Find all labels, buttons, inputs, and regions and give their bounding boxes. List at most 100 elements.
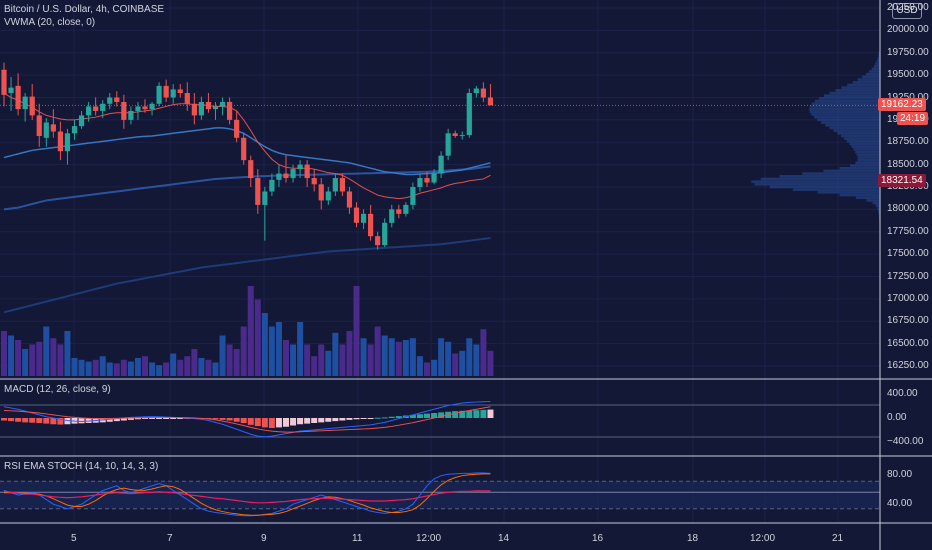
macd-signal-line: [3, 406, 491, 433]
macd-histogram-bar: [409, 414, 416, 418]
macd-histogram-bar: [212, 418, 219, 420]
candle-body: [248, 160, 254, 179]
volume-profile-bar: [825, 123, 880, 127]
volume-bar: [247, 286, 254, 376]
volume-bar: [15, 340, 22, 376]
rsi-pane[interactable]: [0, 472, 880, 517]
volume-bar: [36, 341, 43, 376]
candle-body: [205, 101, 212, 110]
vwma-title: VWMA (20, close, 0): [4, 17, 96, 28]
volume-profile-bar: [849, 142, 880, 146]
macd-title: MACD (12, 26, close, 9): [4, 384, 111, 395]
candlesticks[interactable]: [1, 62, 494, 250]
volume-bar: [346, 331, 353, 376]
candle-body: [466, 93, 472, 136]
macd-histogram-bar: [78, 418, 85, 424]
candle-body: [375, 236, 381, 246]
candle-body: [438, 155, 444, 174]
macd-histogram-bar: [22, 418, 29, 423]
candle-body: [389, 209, 395, 223]
volume-bar: [424, 362, 430, 376]
macd-pane[interactable]: [0, 400, 880, 438]
macd-axis-label: −400.00: [887, 436, 924, 447]
volume-profile-bar: [818, 97, 880, 100]
volume-bar: [78, 359, 85, 376]
volume-profile-bar: [878, 54, 880, 57]
volume-profile-bar: [839, 166, 880, 170]
macd-histogram-bar: [43, 418, 50, 424]
candle-body: [311, 178, 317, 185]
candle-body: [1, 69, 7, 95]
candle-body: [234, 119, 240, 138]
volume-profile-bar: [839, 193, 880, 197]
volume-bar: [367, 344, 374, 376]
volume-bar: [64, 331, 71, 376]
candle-body: [219, 101, 226, 107]
volume-profile-bar: [823, 169, 880, 173]
time-axis-label: 16: [592, 533, 604, 544]
ma-light-line: [3, 127, 491, 176]
volume-bar: [113, 363, 120, 376]
volume-profile-bar: [833, 129, 880, 132]
volume-bar: [106, 362, 113, 376]
price-axis-label: 16250.00: [887, 360, 929, 371]
volume-bar: [452, 353, 459, 376]
volume-bar: [212, 362, 219, 376]
candle-body: [325, 191, 331, 201]
macd-histogram-bar: [388, 416, 395, 418]
macd-histogram-bar: [36, 418, 43, 423]
volume-profile-bar: [814, 99, 880, 103]
macd-histogram-bar: [163, 418, 170, 419]
volume-profile-bar: [760, 177, 880, 181]
candle-body: [445, 133, 451, 156]
ma-long-line: [3, 237, 491, 314]
macd-histogram-bar: [304, 418, 311, 424]
volume-profile-bar: [862, 75, 880, 79]
volume-profile-bar: [809, 107, 880, 111]
volume-profile-bar: [852, 80, 880, 84]
volume-profile-bar: [847, 83, 880, 87]
candle-body: [107, 97, 113, 104]
macd-histogram-bar: [466, 410, 473, 418]
volume-profile-bar: [809, 110, 880, 114]
volume-bar: [438, 338, 445, 376]
candle-body: [353, 207, 360, 223]
candle-body: [184, 93, 190, 104]
volume-profile-bar: [876, 59, 880, 63]
volume-bar: [198, 358, 205, 376]
price-axis-label: 16750.00: [887, 315, 929, 327]
volume-bar: [254, 299, 261, 376]
candle-body: [241, 137, 247, 161]
volume-profile-bar: [823, 94, 880, 98]
macd-histogram-bar: [247, 418, 254, 425]
volume-bar: [127, 361, 134, 376]
candle-body: [452, 133, 458, 136]
macd-histogram-bar: [431, 413, 438, 418]
candle-body: [114, 97, 120, 102]
candle-body: [71, 126, 78, 134]
volume-profile-bar: [857, 156, 880, 159]
volume-bar: [388, 338, 395, 376]
macd-histogram-bar: [487, 409, 494, 418]
candle-body: [283, 173, 289, 179]
currency-button[interactable]: USD: [892, 3, 922, 19]
candle-body: [339, 178, 345, 192]
time-axis-label: 14: [498, 533, 510, 544]
time-axis-label: 18: [687, 533, 699, 544]
volume-profile-bar: [754, 183, 880, 186]
macd-histogram-bar: [142, 418, 148, 419]
macd-histogram-bar: [156, 418, 163, 419]
candle-body: [57, 131, 63, 152]
volume-profile-bar: [829, 126, 880, 130]
volume-bar: [416, 356, 423, 376]
volume-bar: [318, 344, 325, 376]
candle-body: [480, 88, 486, 98]
volume-bar: [311, 356, 318, 376]
vwma-value-tag: 18321.54: [878, 174, 926, 187]
macd-histogram-bar: [325, 418, 332, 422]
price-axis-label: 16500.00: [887, 337, 929, 349]
macd-histogram-bar: [297, 418, 304, 425]
